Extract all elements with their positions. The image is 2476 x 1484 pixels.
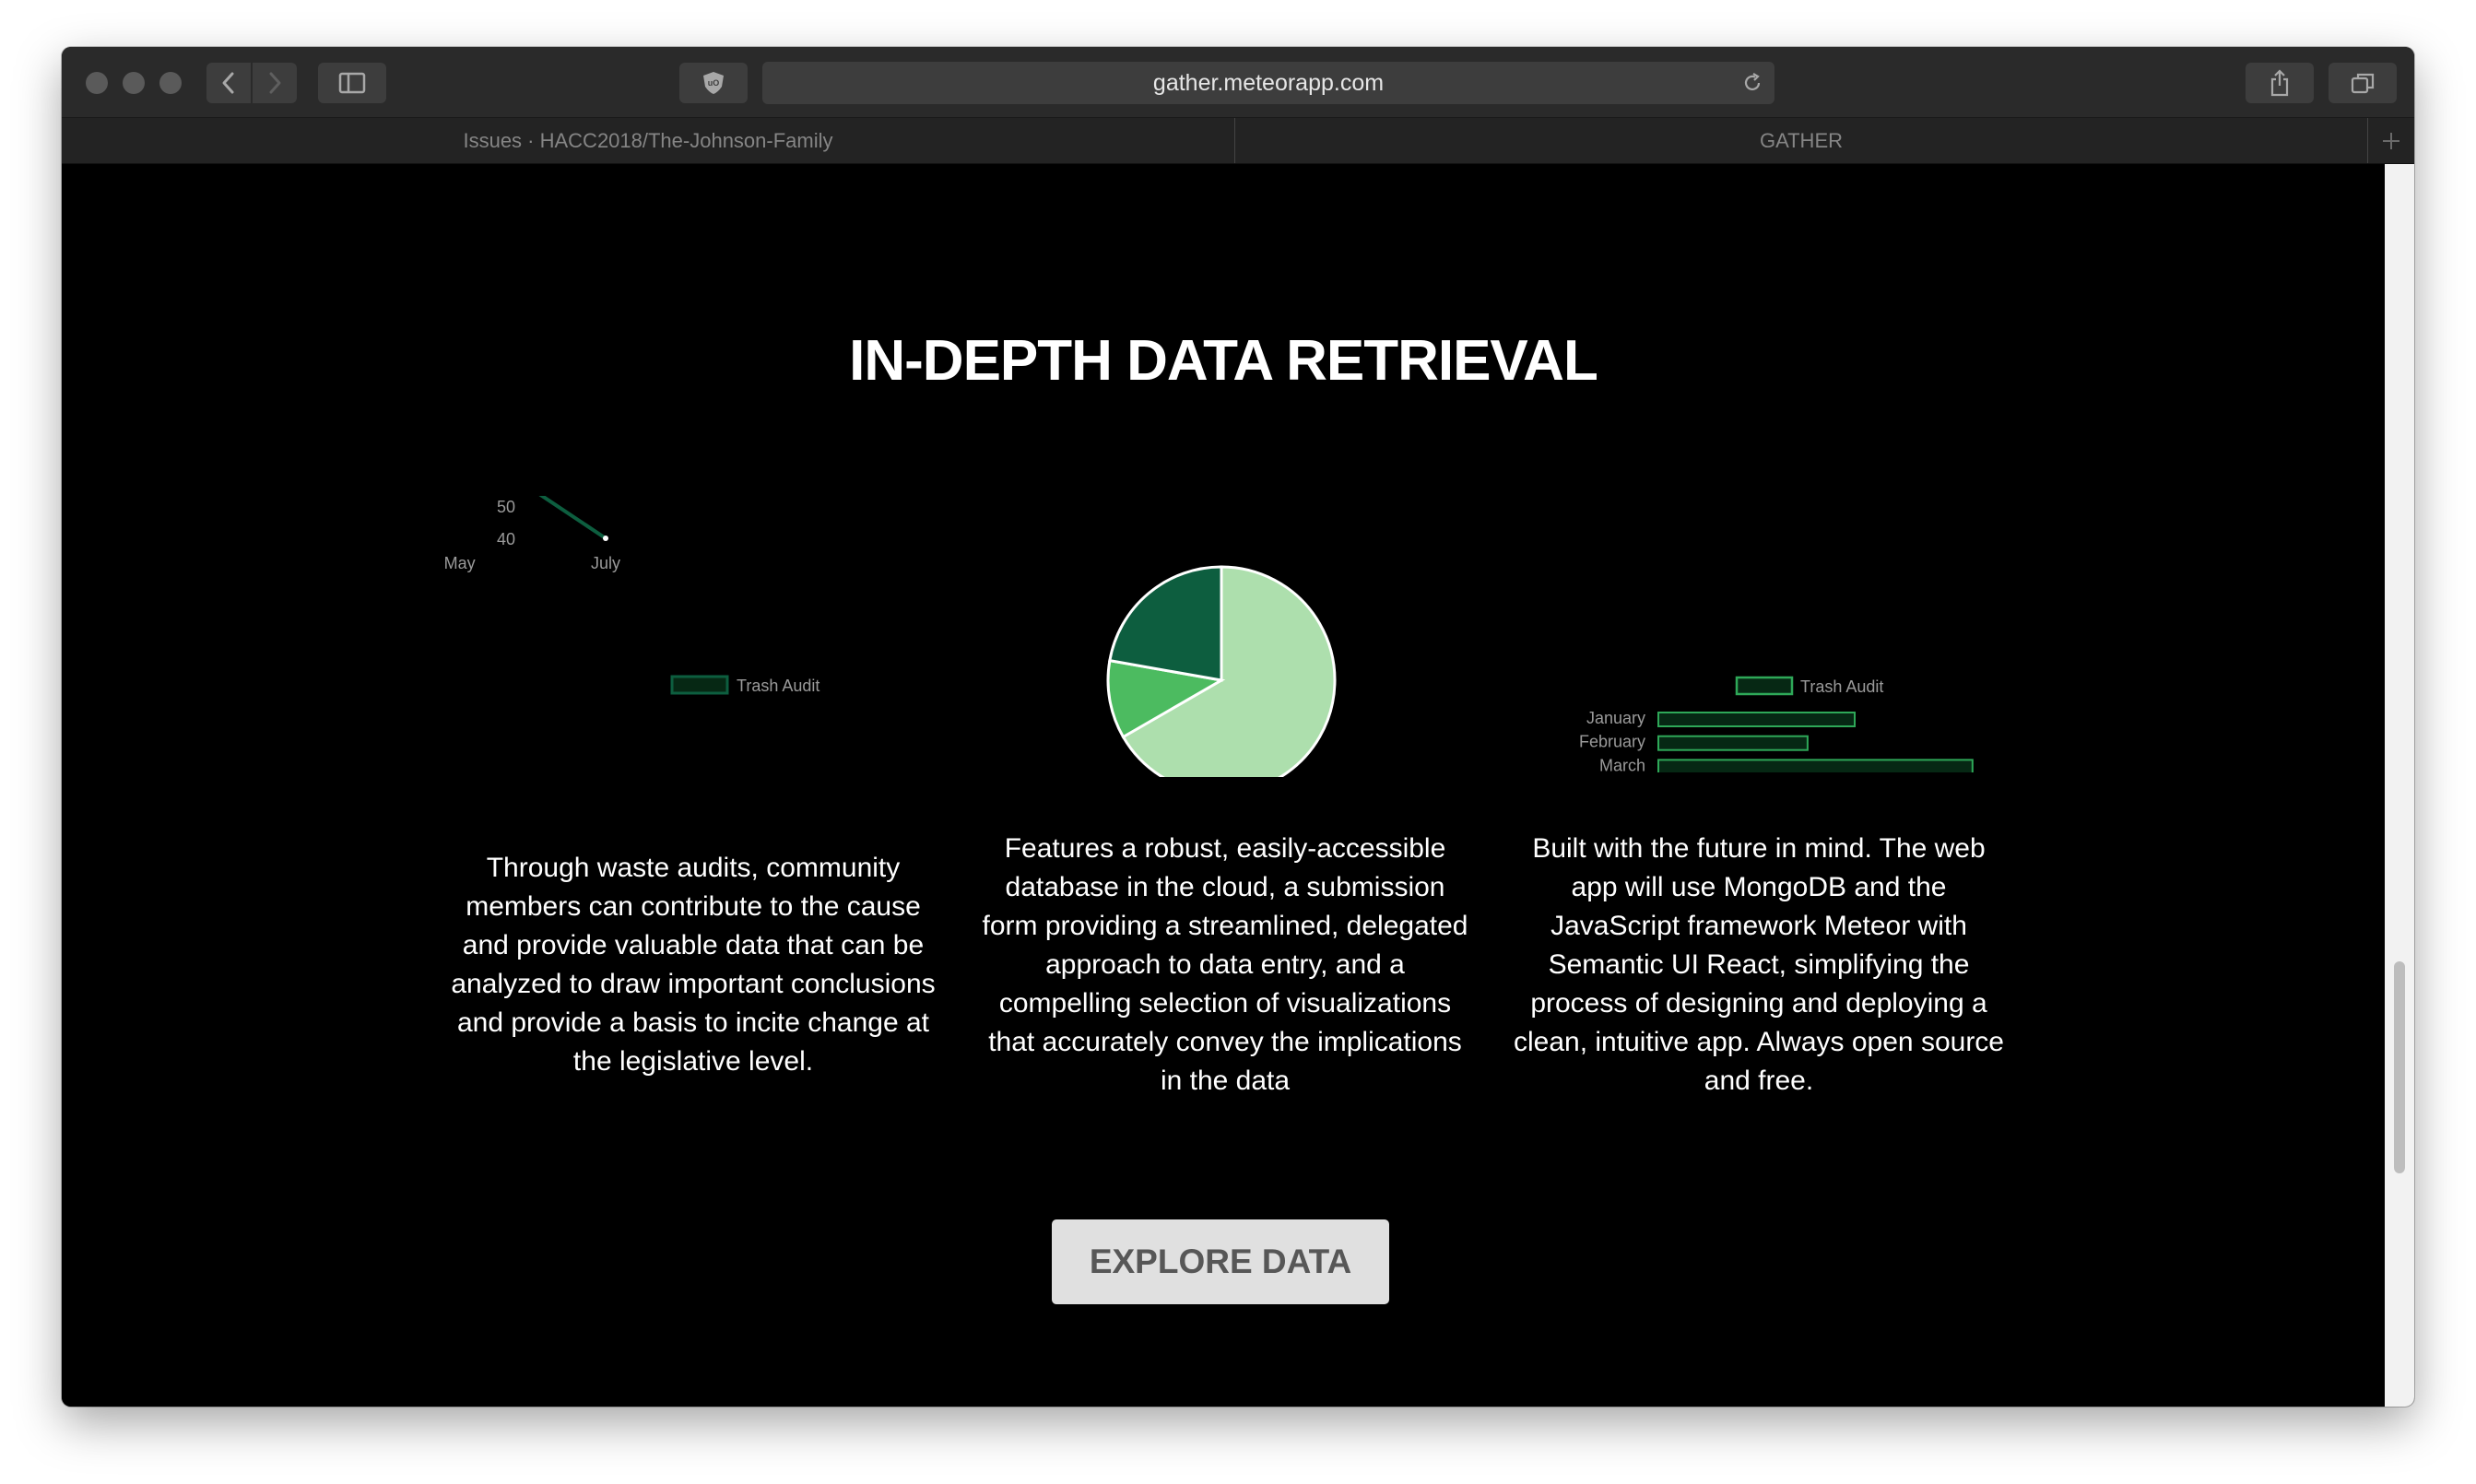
line-chart: Trash Audit405060708090JanuaryMarchMayJu… bbox=[444, 496, 819, 695]
pie-chart bbox=[1106, 565, 1337, 777]
sidebar-icon bbox=[338, 72, 366, 94]
tech-stack-description: Built with the future in mind. The web a… bbox=[1514, 833, 2004, 1096]
share-icon bbox=[2270, 69, 2289, 97]
tabs-overview-icon bbox=[2351, 73, 2375, 94]
page-title: IN-DEPTH DATA RETRIEVAL bbox=[849, 329, 1598, 393]
legend-label: Trash Audit bbox=[737, 677, 819, 695]
database-description: Features a robust, easily-accessible dat… bbox=[982, 833, 1468, 1096]
tab-divider bbox=[2367, 118, 2368, 163]
url-text: gather.meteorapp.com bbox=[1152, 70, 1385, 96]
forward-button[interactable] bbox=[253, 63, 297, 103]
address-bar[interactable]: gather.meteorapp.com bbox=[762, 62, 1774, 104]
browser-window: uO gather.meteorapp.com Issues · HACC201… bbox=[62, 47, 2414, 1407]
explore-data-button[interactable]: EXPLORE DATA bbox=[1052, 1219, 1389, 1304]
reload-icon[interactable] bbox=[1741, 72, 1763, 94]
sidebar-button[interactable] bbox=[318, 63, 386, 103]
scrollbar[interactable] bbox=[2385, 164, 2414, 1407]
legend-swatch bbox=[1735, 676, 1794, 696]
bar bbox=[1657, 735, 1809, 751]
minimize-window-button[interactable] bbox=[123, 72, 145, 94]
waste-audit-description: Through waste audits, community members … bbox=[451, 853, 936, 1077]
chevron-left-icon bbox=[222, 72, 234, 94]
close-window-button[interactable] bbox=[86, 72, 108, 94]
plus-icon bbox=[2383, 132, 2399, 149]
y-tick-label: 50 bbox=[497, 498, 515, 516]
legend-label: Trash Audit bbox=[1800, 677, 1883, 696]
series-line bbox=[538, 496, 607, 540]
tab-divider bbox=[1234, 118, 1235, 163]
scrollbar-thumb[interactable] bbox=[2394, 961, 2405, 1173]
tab-bar: Issues · HACC2018/The-Johnson-Family GAT… bbox=[62, 118, 2414, 164]
back-button[interactable] bbox=[206, 63, 251, 103]
browser-toolbar: uO gather.meteorapp.com bbox=[62, 47, 2414, 118]
shield-icon: uO bbox=[703, 72, 724, 94]
tab-gather[interactable]: GATHER bbox=[1759, 129, 1844, 152]
legend-swatch bbox=[670, 675, 729, 695]
y-category-label: January bbox=[1586, 709, 1645, 727]
pie-slice bbox=[1121, 565, 1337, 777]
bar bbox=[1657, 759, 1974, 772]
x-tick-label: May bbox=[444, 554, 476, 572]
share-button[interactable] bbox=[2246, 63, 2314, 103]
y-category-label: February bbox=[1579, 733, 1645, 751]
new-tab-button[interactable] bbox=[2368, 118, 2414, 163]
chevron-right-icon bbox=[269, 72, 281, 94]
y-category-label: March bbox=[1599, 756, 1645, 772]
bar bbox=[1657, 712, 1856, 727]
y-tick-label: 40 bbox=[497, 530, 515, 548]
pie-slice bbox=[1108, 565, 1223, 682]
bar-chart: Trash AuditJanuaryFebruaryMarchAprilMayJ… bbox=[1579, 676, 1974, 772]
show-tabs-button[interactable] bbox=[2329, 63, 2397, 103]
tab-issues[interactable]: Issues · HACC2018/The-Johnson-Family bbox=[463, 129, 833, 152]
page-content: IN-DEPTH DATA RETRIEVAL Trash Audit40506… bbox=[62, 164, 2385, 1407]
x-tick-label: July bbox=[591, 554, 620, 572]
pie-slice bbox=[1106, 658, 1226, 739]
svg-text:uO: uO bbox=[708, 78, 720, 88]
extension-button[interactable]: uO bbox=[679, 63, 748, 103]
data-point bbox=[603, 536, 608, 541]
zoom-window-button[interactable] bbox=[159, 72, 182, 94]
